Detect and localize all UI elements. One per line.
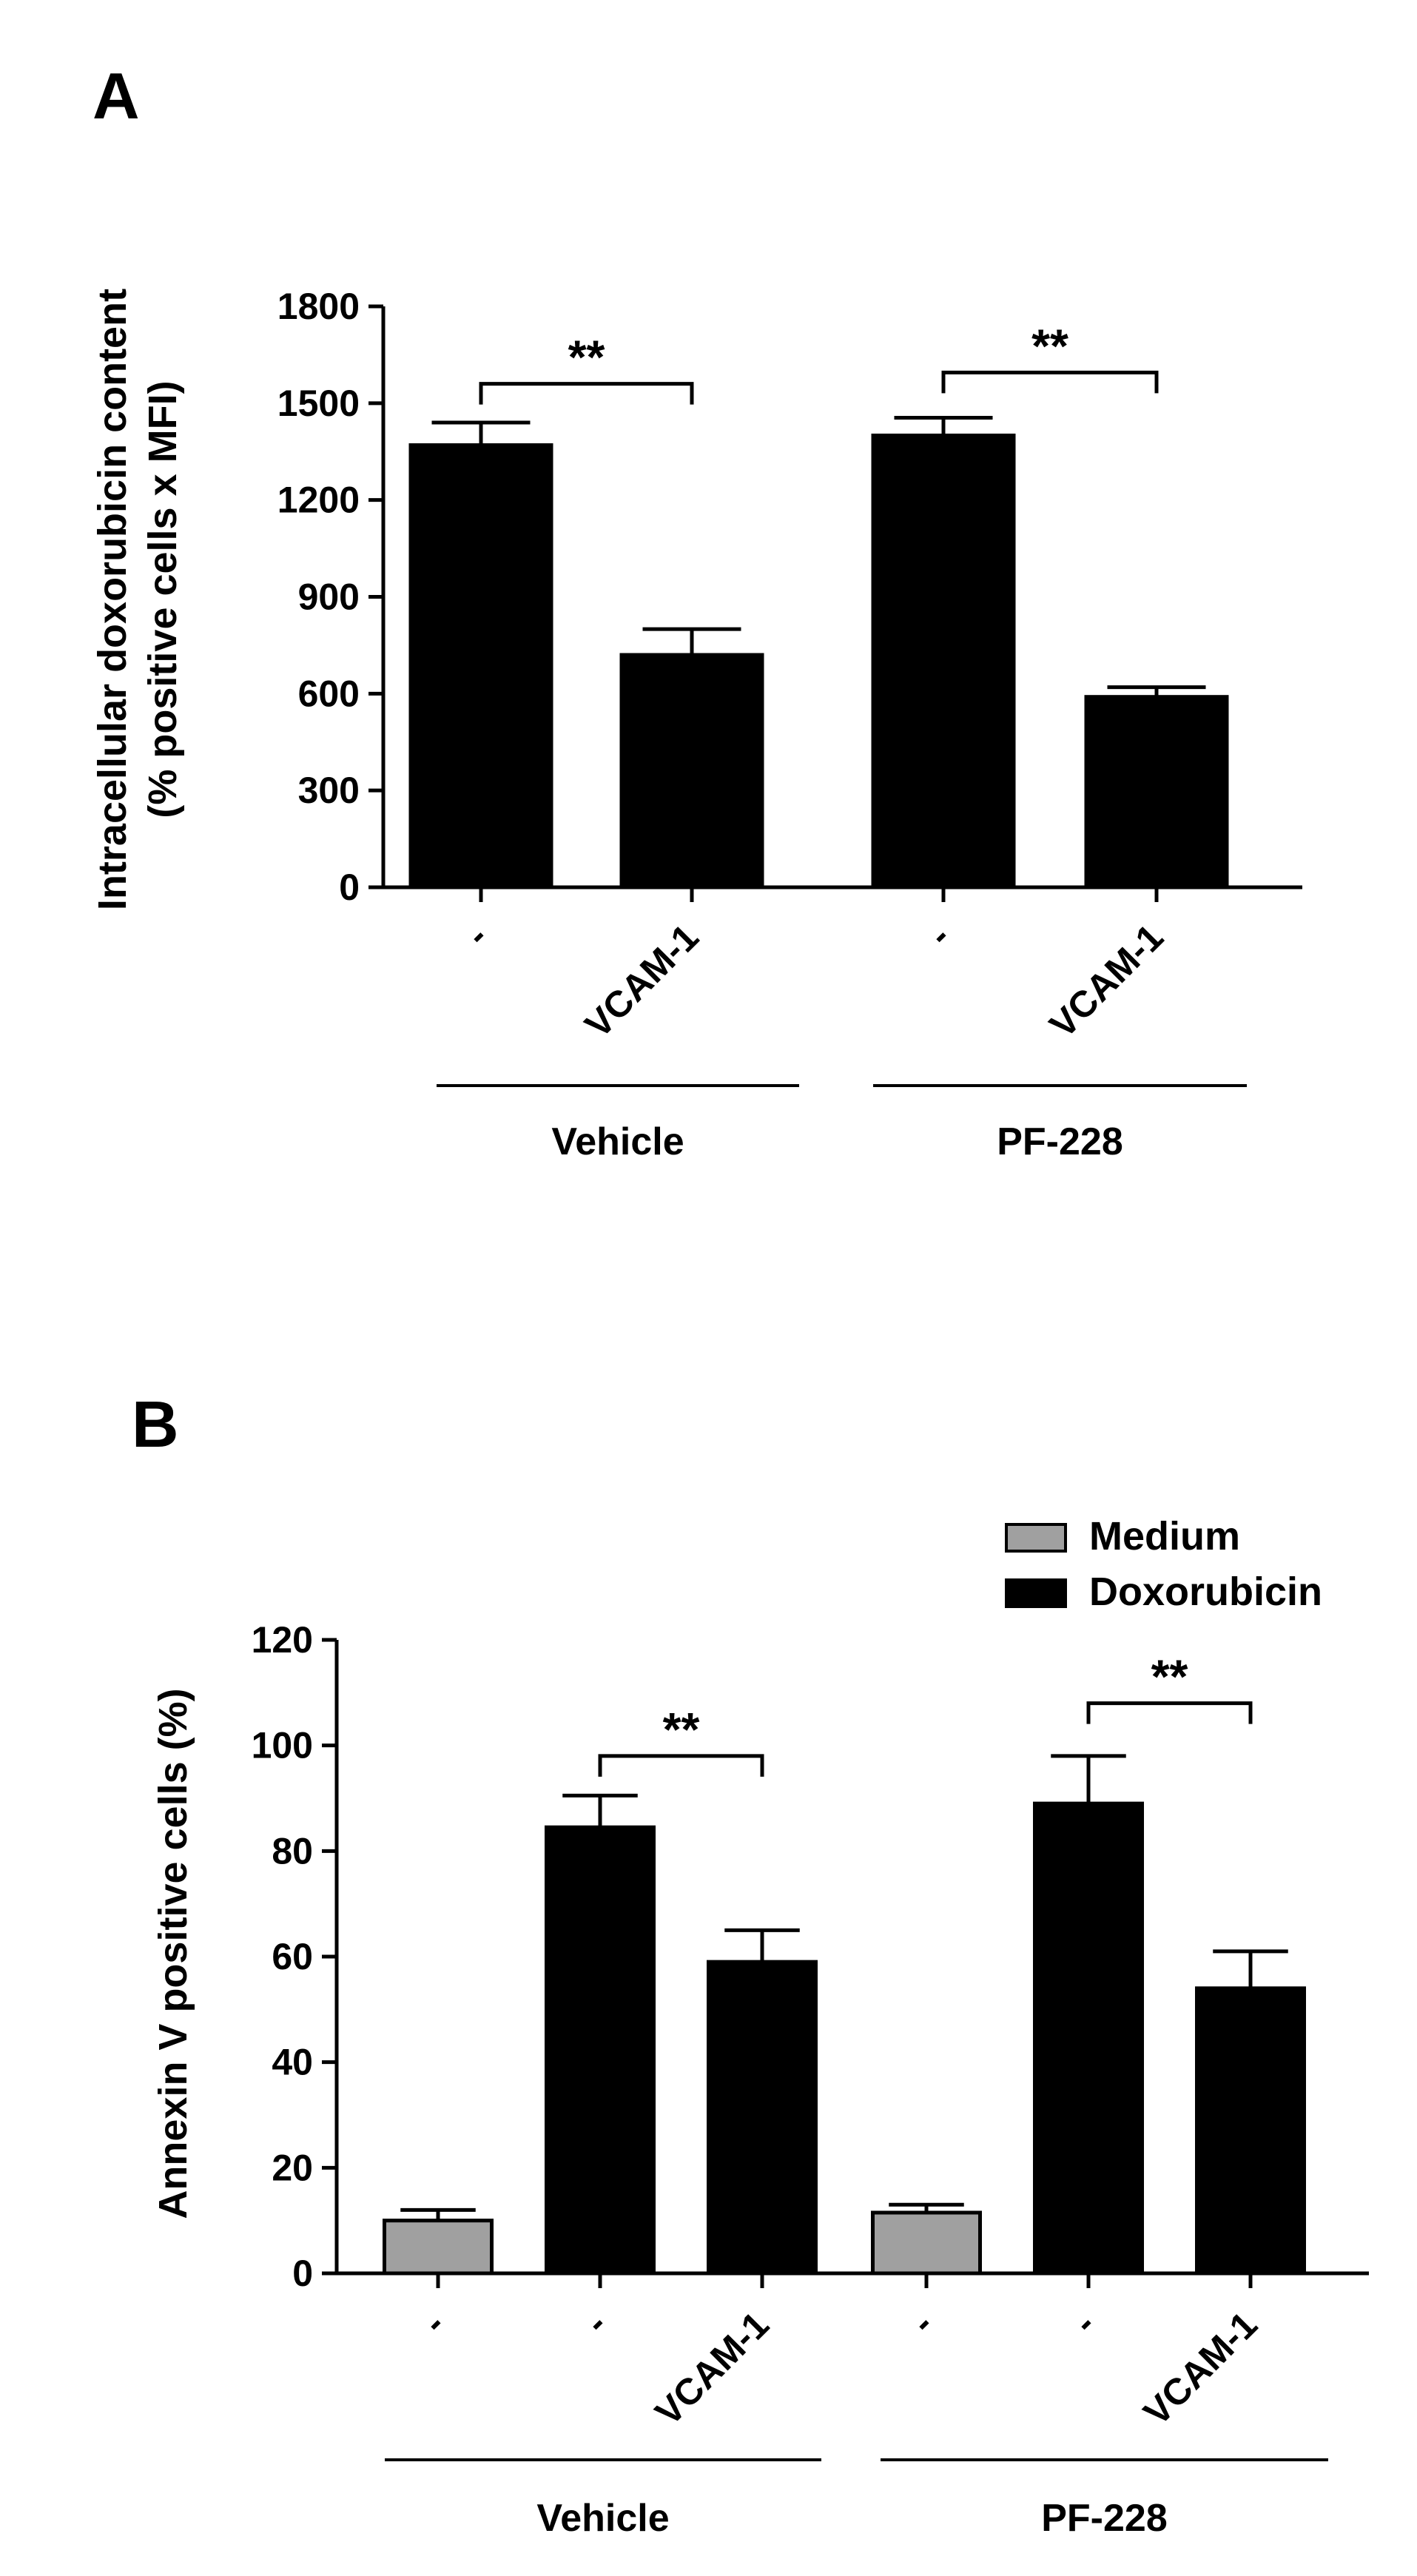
chart-a: 0 300 600 900 1200 1500 1800 Intracellular doxo… (90, 286, 1302, 1163)
panel-a-letter: A (92, 59, 140, 132)
chart-a-ytick-label: 1500 (277, 383, 360, 424)
chart-a-ytick-label: 0 (339, 867, 360, 908)
chart-b-significance-label: ** (1151, 1650, 1188, 1704)
chart-b-legend-label: Medium (1089, 1514, 1240, 1558)
chart-a-ytick-label: 600 (298, 673, 360, 714)
chart-a-ytick-label: 900 (298, 576, 360, 618)
chart-b-category-label: VCAM-1 (647, 2304, 777, 2433)
chart-a-group-label: Vehicle (551, 1120, 684, 1163)
chart-a-group-label: PF-228 (997, 1120, 1123, 1163)
chart-b-ytick-label: 120 (252, 1619, 313, 1661)
chart-a-category-label: VCAM-1 (577, 916, 707, 1046)
chart-b-category-label: - (576, 2304, 614, 2341)
chart-b-bar (707, 1960, 818, 2276)
chart-a-bar (1084, 695, 1229, 890)
chart-a-ytick-label: 1800 (277, 286, 360, 327)
chart-b-bar (1033, 1801, 1144, 2276)
chart-b-bar (871, 2210, 982, 2276)
chart-b-ytick-label: 100 (252, 1725, 313, 1766)
chart-b: 0 20 40 60 80 100 120 Annexin V positive cells … (151, 1514, 1369, 2540)
chart-a-ylabel: Intracellular doxorubicin content (90, 289, 135, 910)
chart-a-bar (871, 433, 1016, 890)
chart-a-significance-bracket (941, 370, 1159, 394)
chart-b-bar (1195, 1986, 1306, 2276)
chart-a-category-label: - (457, 916, 495, 954)
chart-b-bar (545, 1825, 656, 2276)
chart-b-group-label: PF-228 (1041, 2497, 1168, 2540)
chart-a-ytick-label: 1200 (277, 480, 360, 521)
chart-b-ytick-label: 20 (272, 2147, 313, 2188)
chart-b-category-label: - (414, 2304, 452, 2341)
chart-a-ylabel: (% positive cells x MFI) (141, 380, 185, 818)
chart-a-bar (408, 443, 553, 890)
chart-b-legend-swatch (1005, 1523, 1067, 1553)
chart-b-group-label: Vehicle (536, 2497, 669, 2540)
chart-b-category-label: VCAM-1 (1136, 2304, 1265, 2433)
chart-b-category-label: - (1065, 2304, 1103, 2341)
chart-b-legend-swatch (1005, 1578, 1067, 1608)
chart-a-ytick-label: 300 (298, 770, 360, 811)
chart-a-category-label: VCAM-1 (1042, 916, 1171, 1046)
chart-a-significance-label: ** (1031, 319, 1068, 372)
chart-b-significance-bracket (598, 1754, 764, 1777)
chart-b-ytick-label: 80 (272, 1830, 313, 1872)
chart-b-significance-label: ** (663, 1703, 700, 1756)
chart-a-significance-bracket (479, 382, 694, 405)
chart-a-significance-label: ** (568, 331, 605, 384)
chart-a-category-label: - (920, 916, 957, 954)
chart-b-ytick-label: 60 (272, 1936, 313, 1977)
chart-b-ytick-label: 40 (272, 2042, 313, 2083)
chart-b-category-label: - (903, 2304, 940, 2341)
chart-b-ytick-label: 0 (292, 2253, 313, 2294)
panel-b-letter: B (132, 1388, 179, 1461)
chart-b-legend-label: Doxorubicin (1089, 1570, 1322, 1614)
chart-b-significance-bracket (1086, 1701, 1253, 1724)
chart-b-bar (383, 2219, 494, 2276)
chart-b-ylabel: Annexin V positive cells (%) (151, 1688, 195, 2219)
chart-a-bar (619, 653, 764, 890)
